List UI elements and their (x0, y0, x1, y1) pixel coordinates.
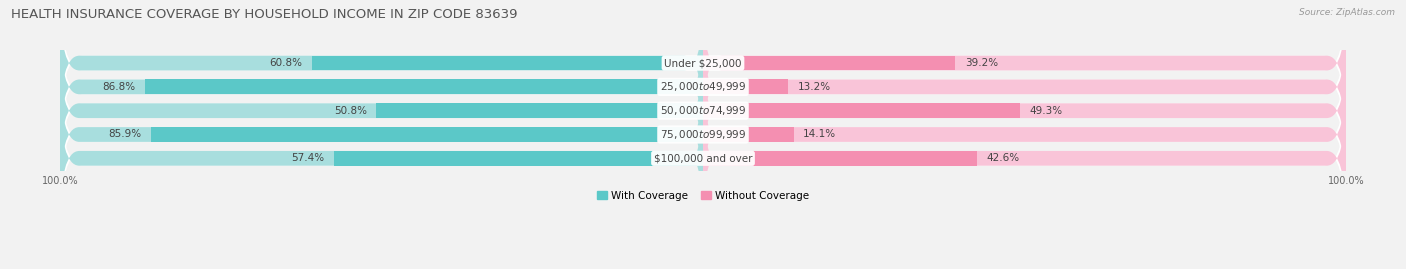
Text: $100,000 and over: $100,000 and over (654, 153, 752, 163)
Text: $75,000 to $99,999: $75,000 to $99,999 (659, 128, 747, 141)
FancyBboxPatch shape (60, 0, 703, 127)
Text: 50.8%: 50.8% (333, 106, 367, 116)
FancyBboxPatch shape (60, 47, 703, 175)
Bar (333, 151, 703, 166)
FancyBboxPatch shape (60, 0, 1346, 139)
Legend: With Coverage, Without Coverage: With Coverage, Without Coverage (592, 187, 814, 205)
Bar (312, 56, 703, 70)
Text: 85.9%: 85.9% (108, 129, 141, 140)
FancyBboxPatch shape (703, 23, 1346, 151)
FancyBboxPatch shape (703, 94, 1346, 222)
FancyBboxPatch shape (60, 11, 1346, 163)
FancyBboxPatch shape (60, 82, 1346, 234)
FancyBboxPatch shape (703, 47, 1346, 175)
Text: 57.4%: 57.4% (291, 153, 325, 163)
Text: 49.3%: 49.3% (1029, 106, 1063, 116)
Bar (703, 127, 793, 142)
Text: 14.1%: 14.1% (803, 129, 837, 140)
Bar (703, 151, 977, 166)
FancyBboxPatch shape (60, 23, 703, 151)
FancyBboxPatch shape (703, 0, 1346, 127)
Text: 42.6%: 42.6% (987, 153, 1019, 163)
Bar (150, 127, 703, 142)
Bar (377, 103, 703, 118)
FancyBboxPatch shape (703, 70, 1346, 199)
Bar (145, 80, 703, 94)
Bar (703, 56, 955, 70)
Text: 86.8%: 86.8% (103, 82, 135, 92)
FancyBboxPatch shape (60, 35, 1346, 187)
Bar (703, 103, 1019, 118)
FancyBboxPatch shape (60, 59, 1346, 210)
Text: 60.8%: 60.8% (270, 58, 302, 68)
FancyBboxPatch shape (60, 70, 703, 199)
Text: 39.2%: 39.2% (965, 58, 998, 68)
Text: $25,000 to $49,999: $25,000 to $49,999 (659, 80, 747, 93)
Bar (703, 80, 787, 94)
Text: Under $25,000: Under $25,000 (664, 58, 742, 68)
Text: HEALTH INSURANCE COVERAGE BY HOUSEHOLD INCOME IN ZIP CODE 83639: HEALTH INSURANCE COVERAGE BY HOUSEHOLD I… (11, 8, 517, 21)
FancyBboxPatch shape (60, 94, 703, 222)
Text: Source: ZipAtlas.com: Source: ZipAtlas.com (1299, 8, 1395, 17)
Text: $50,000 to $74,999: $50,000 to $74,999 (659, 104, 747, 117)
Text: 13.2%: 13.2% (797, 82, 831, 92)
